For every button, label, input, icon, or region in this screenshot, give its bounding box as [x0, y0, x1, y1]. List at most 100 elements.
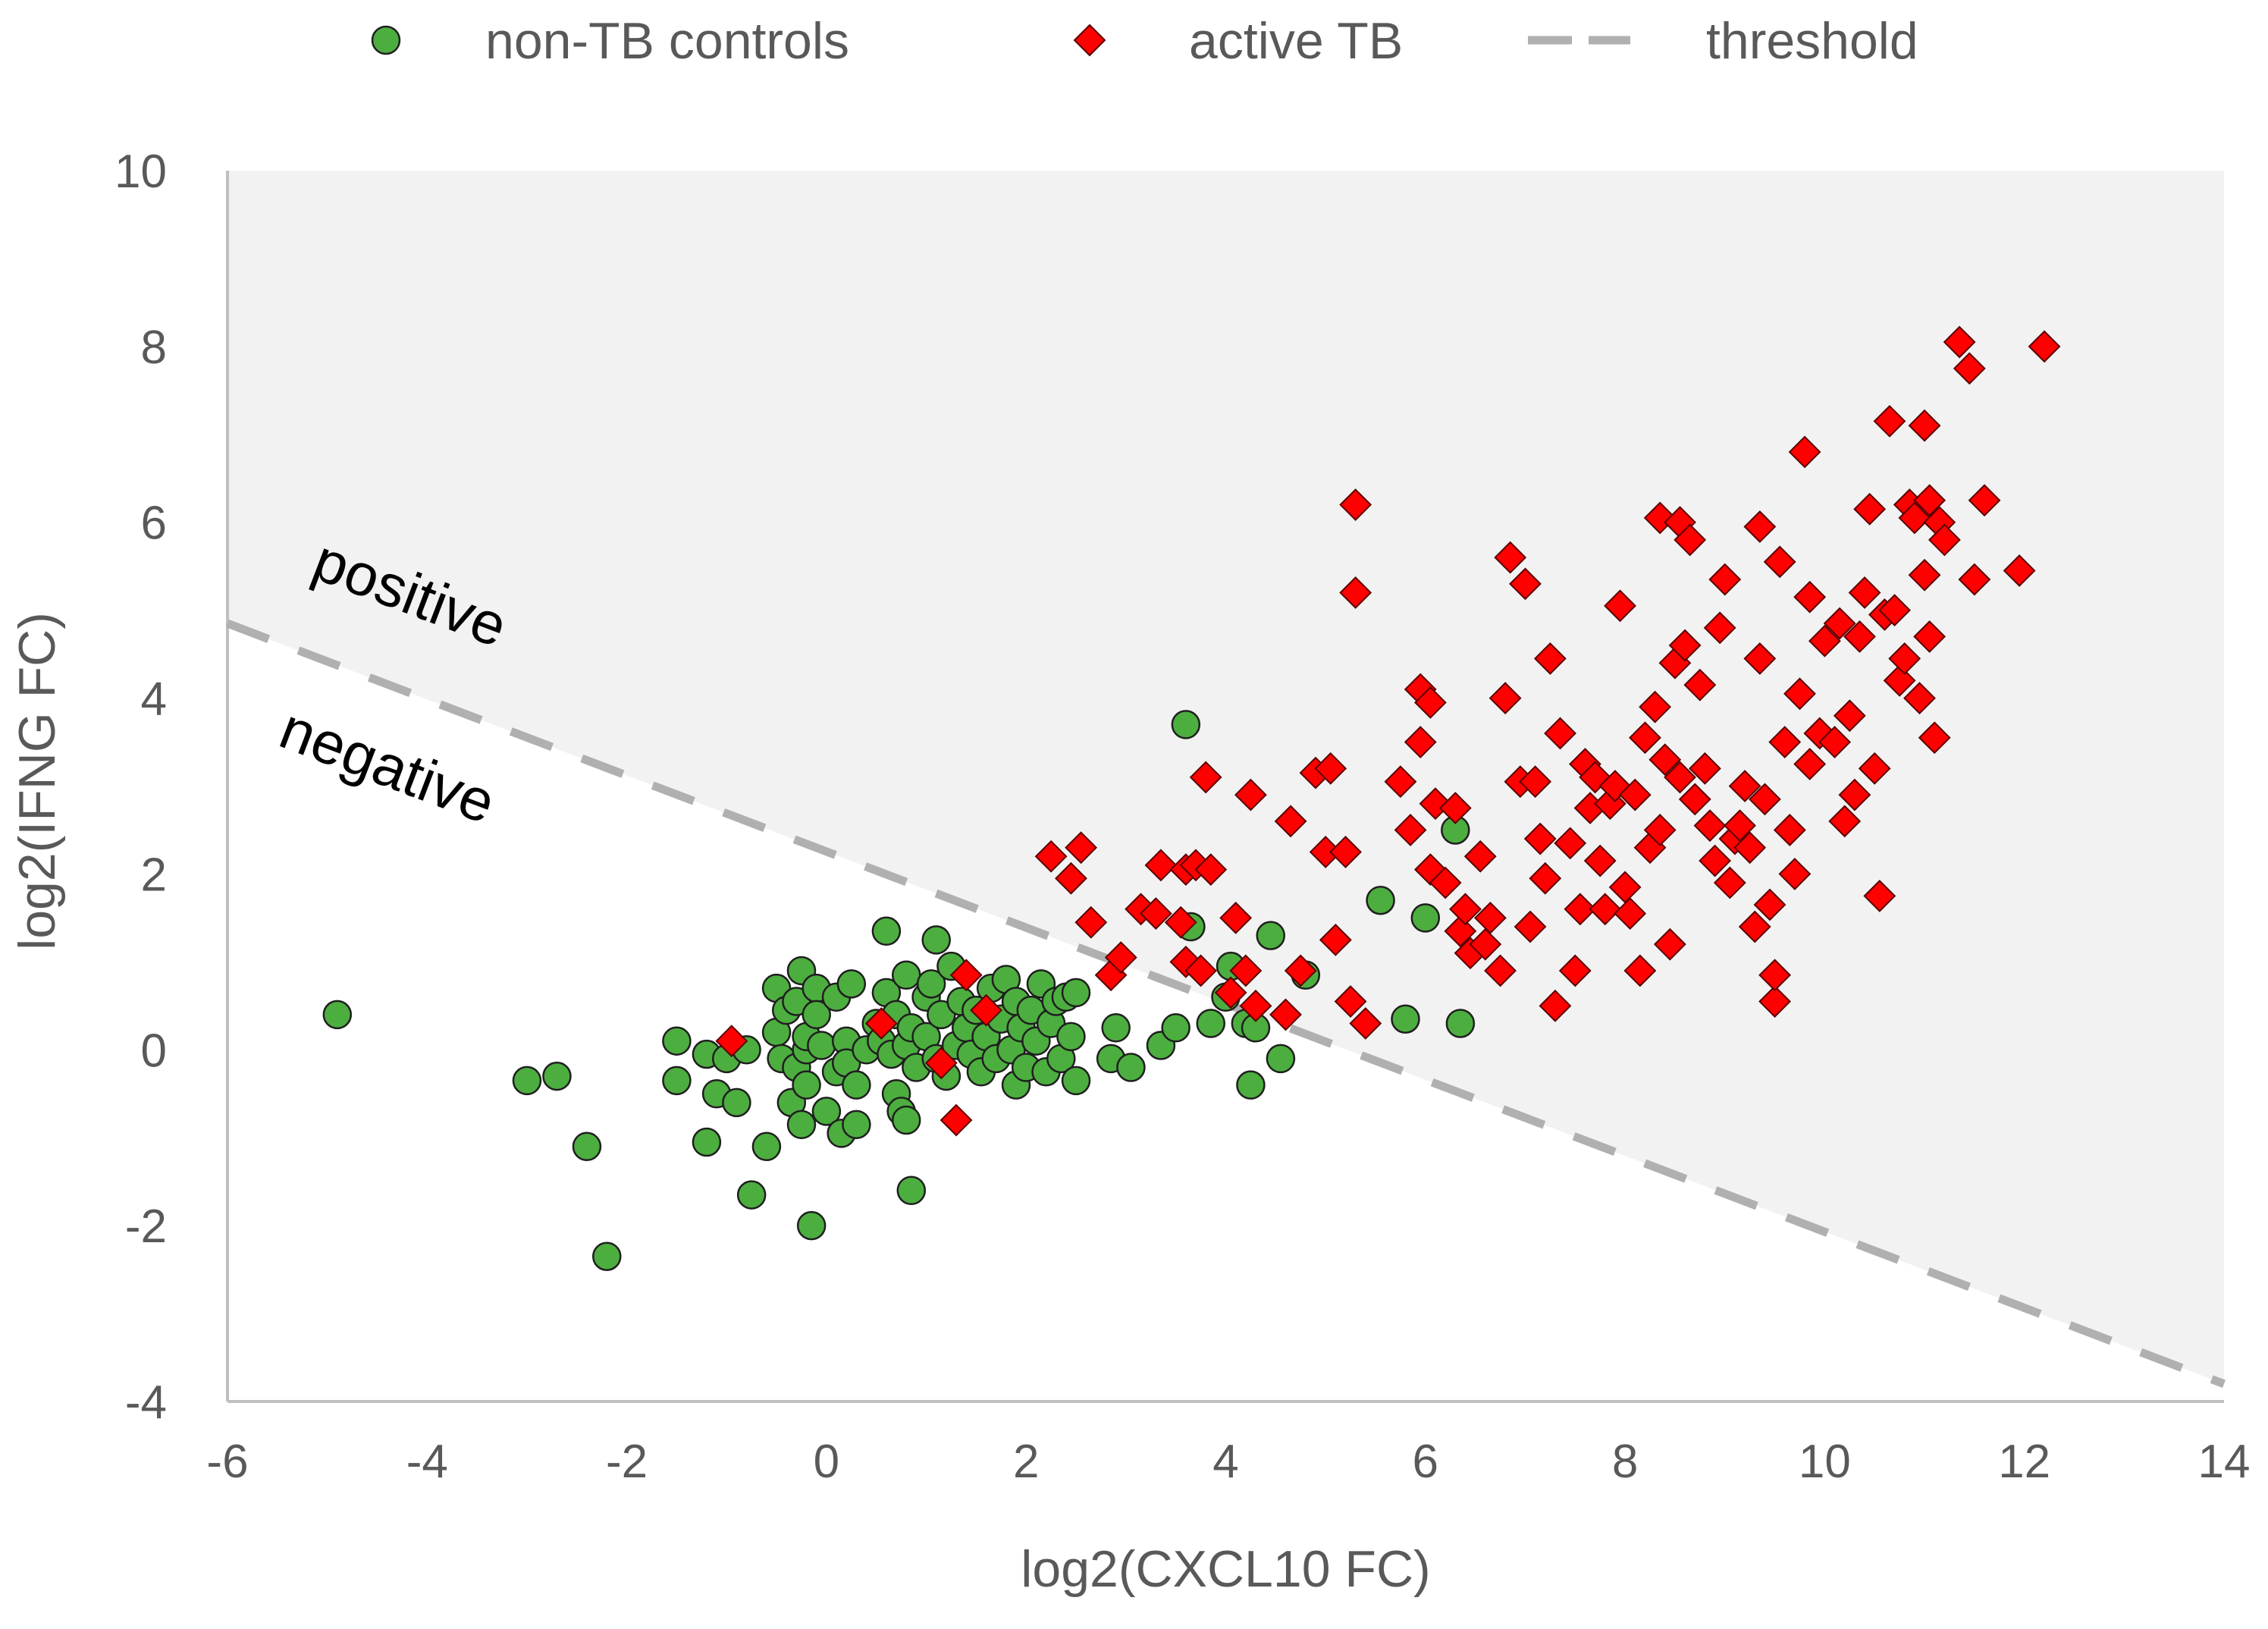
control-point — [542, 1061, 572, 1091]
tb-point — [1339, 576, 1372, 609]
control-point — [1061, 1066, 1091, 1096]
control-point — [1266, 1044, 1296, 1074]
x-tick-label: 0 — [814, 1436, 839, 1488]
tb-point — [1968, 484, 2001, 517]
tb-point — [1564, 893, 1597, 926]
tb-point — [1674, 523, 1707, 557]
tb-point — [1104, 941, 1137, 974]
control-point — [842, 1070, 871, 1100]
plot-background — [227, 171, 2224, 1401]
y-tick-label: 6 — [141, 497, 167, 550]
tb-point — [1908, 409, 1941, 442]
tb-point — [1529, 862, 1562, 895]
tb-point — [970, 993, 1002, 1027]
positive-region-shade — [227, 171, 2224, 1384]
tb-point — [1194, 853, 1228, 887]
tb-point — [1488, 682, 1522, 714]
tb-point — [1664, 761, 1696, 794]
tb-point — [1883, 664, 1916, 697]
tb-point — [1918, 721, 1951, 755]
tb-point — [1034, 840, 1068, 873]
control-point — [572, 1132, 602, 1162]
control-point — [792, 1070, 821, 1100]
tb-point — [1639, 690, 1672, 723]
tb-point — [1833, 699, 1866, 733]
tb-point — [1189, 761, 1222, 794]
control-point — [692, 1127, 722, 1157]
tb-point — [940, 1103, 973, 1137]
tb-point — [1554, 827, 1587, 860]
control-point — [801, 1000, 831, 1030]
tb-point — [1164, 906, 1197, 939]
y-tick-label: 2 — [141, 849, 167, 901]
tb-point — [1494, 541, 1527, 574]
tb-point — [1234, 778, 1267, 811]
x-tick-label: -4 — [406, 1436, 448, 1488]
tb-point — [1853, 492, 1887, 526]
legend-marker-active-tb — [1073, 24, 1106, 57]
tb-point — [1913, 620, 1946, 653]
control-point — [322, 1000, 353, 1030]
tb-point — [1818, 726, 1851, 758]
x-tick-labels: -6 -4 -2 0 2 4 6 8 10 12 14 — [206, 1436, 2250, 1488]
tb-point — [1604, 589, 1636, 623]
tb-point — [1693, 809, 1727, 843]
control-point — [786, 1110, 817, 1140]
y-tick-label: 4 — [141, 673, 167, 726]
tb-point — [1788, 435, 1821, 469]
tb-point — [1943, 325, 1976, 359]
tb-point — [1743, 642, 1777, 675]
x-tick-label: 2 — [1013, 1436, 1039, 1488]
tb-point — [1404, 726, 1437, 758]
y-tick-label: 10 — [114, 146, 167, 198]
control-point — [871, 916, 902, 946]
tb-point — [1793, 748, 1827, 780]
tb-point — [1269, 998, 1302, 1031]
tb-point — [715, 1025, 748, 1058]
x-tick-label: 14 — [2198, 1436, 2251, 1488]
control-point — [927, 1000, 956, 1030]
legend-label-active-tb: active TB — [1189, 12, 1403, 70]
tb-point — [1614, 897, 1647, 931]
tb-point — [1878, 594, 1911, 627]
control-point — [796, 1210, 827, 1241]
tb-point — [1533, 642, 1567, 675]
control-point — [662, 1066, 692, 1096]
tb-point — [2003, 554, 2036, 587]
control-point — [896, 1175, 927, 1206]
control-point — [1056, 1022, 1086, 1052]
control-point — [512, 1066, 542, 1096]
tb-point — [1828, 805, 1862, 838]
tb-point — [1314, 752, 1347, 785]
tb-point — [1334, 985, 1367, 1018]
y-axis-title: log2(IFNG FC) — [8, 612, 66, 950]
tb-point — [1583, 844, 1617, 877]
tb-point — [1184, 954, 1218, 987]
tb-point — [1514, 910, 1547, 943]
tb-point — [1843, 620, 1876, 653]
axes — [226, 171, 2224, 1403]
tb-point — [1589, 893, 1622, 926]
control-point — [921, 925, 951, 955]
tb-point — [1713, 866, 1746, 899]
tb-point — [1668, 629, 1702, 662]
tb-point — [1768, 726, 1802, 758]
tb-point — [1429, 866, 1462, 899]
control-point — [662, 1026, 692, 1056]
tb-point — [1738, 910, 1771, 943]
tb-point — [1214, 976, 1247, 1009]
legend-marker-non-tb-controls — [371, 25, 401, 55]
control-point — [1410, 903, 1441, 933]
x-tick-label: 12 — [1998, 1436, 2050, 1488]
tb-point — [1733, 831, 1767, 865]
tb-point — [1394, 814, 1427, 846]
control-point — [836, 969, 867, 999]
legend: non-TB controls active TB threshold — [371, 12, 1918, 70]
control-point — [722, 1088, 751, 1118]
tb-point — [1444, 915, 1477, 948]
tb-point — [1055, 862, 1087, 895]
tb-point — [1544, 717, 1576, 750]
tb-point — [1618, 778, 1652, 811]
tb-point — [1219, 901, 1253, 934]
control-point — [1116, 1053, 1146, 1082]
